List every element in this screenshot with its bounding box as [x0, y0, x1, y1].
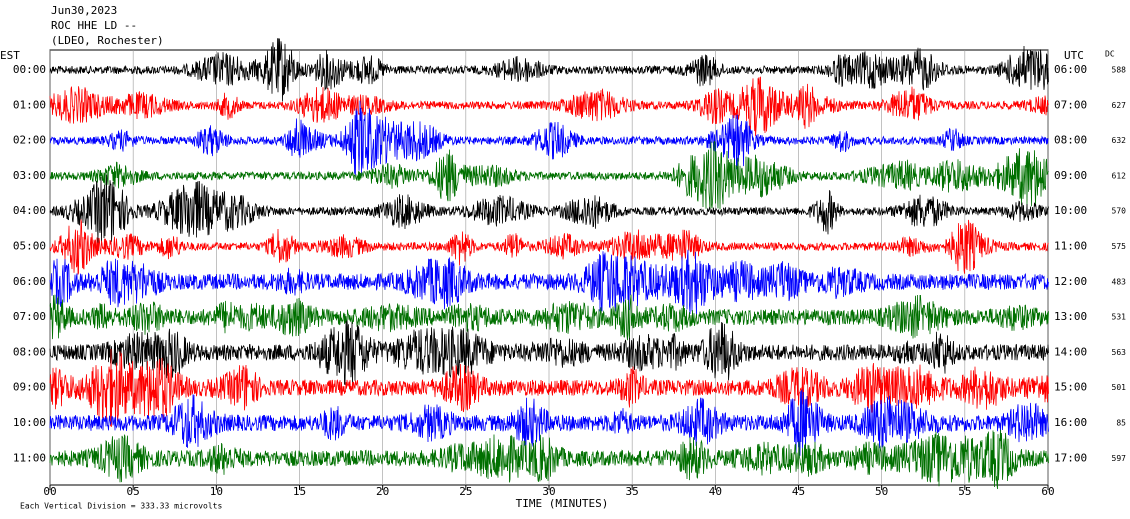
trace	[49, 249, 1049, 317]
utc-label: 12:00	[1054, 275, 1087, 288]
est-label: 09:00	[13, 381, 46, 394]
est-label: 08:00	[13, 345, 46, 358]
trace	[49, 294, 1049, 341]
trace	[49, 429, 1049, 490]
trace	[49, 100, 1049, 177]
trace	[49, 76, 1049, 137]
dc-value: 531	[1112, 313, 1127, 322]
utc-label: 08:00	[1054, 134, 1087, 147]
est-label: 11:00	[13, 451, 46, 464]
utc-label: 07:00	[1054, 98, 1087, 111]
utc-label: 16:00	[1054, 416, 1087, 429]
est-label: 07:00	[13, 310, 46, 323]
est-label: 05:00	[13, 240, 46, 253]
x-tick-label: 55	[958, 485, 971, 498]
trace	[49, 349, 1049, 427]
x-tick-label: 45	[792, 485, 805, 498]
utc-label: 09:00	[1054, 169, 1087, 182]
trace	[49, 38, 1049, 102]
title-line: ROC HHE LD --	[51, 19, 137, 32]
est-label: 00:00	[13, 63, 46, 76]
x-tick-label: 10	[210, 485, 223, 498]
dc-value: 588	[1112, 66, 1127, 75]
utc-label: 15:00	[1054, 381, 1087, 394]
x-tick-label: 40	[709, 485, 722, 498]
x-tick-label: 50	[875, 485, 888, 498]
dc-value: 85	[1116, 419, 1126, 428]
title-line: (LDEO, Rochester)	[51, 34, 164, 47]
utc-label: 13:00	[1054, 310, 1087, 323]
trace	[49, 219, 1049, 275]
utc-label: 14:00	[1054, 345, 1087, 358]
x-axis-label: TIME (MINUTES)	[516, 497, 609, 510]
est-label: 03:00	[13, 169, 46, 182]
dc-label: DC	[1105, 50, 1115, 59]
x-tick-label: 20	[376, 485, 389, 498]
x-tick-label: 25	[459, 485, 472, 498]
x-tick-label: 60	[1041, 485, 1054, 498]
trace	[49, 140, 1049, 211]
footnote: Each Vertical Division = 333.33 microvol…	[20, 502, 222, 511]
trace	[49, 320, 1049, 386]
x-tick-label: 15	[293, 485, 306, 498]
x-tick-label: 35	[626, 485, 639, 498]
trace	[49, 174, 1049, 246]
title-line: Jun30,2023	[51, 4, 117, 17]
est-label: 06:00	[13, 275, 46, 288]
x-tick-label: 00	[43, 485, 56, 498]
utc-label: 11:00	[1054, 240, 1087, 253]
est-label: 02:00	[13, 134, 46, 147]
dc-value: 575	[1112, 242, 1127, 251]
dc-value: 632	[1112, 136, 1127, 145]
x-tick-label: 05	[127, 485, 140, 498]
dc-value: 501	[1112, 383, 1127, 392]
est-label: 04:00	[13, 204, 46, 217]
dc-value: 483	[1112, 277, 1127, 286]
est-label: 01:00	[13, 98, 46, 111]
utc-label: 06:00	[1054, 63, 1087, 76]
dc-value: 570	[1112, 207, 1127, 216]
est-label: 10:00	[13, 416, 46, 429]
dc-value: 597	[1112, 454, 1127, 463]
utc-label: 10:00	[1054, 204, 1087, 217]
dc-value: 612	[1112, 171, 1127, 180]
utc-label: 17:00	[1054, 451, 1087, 464]
dc-value: 563	[1112, 348, 1127, 357]
trace	[49, 388, 1049, 457]
dc-value: 627	[1112, 101, 1127, 110]
right-axis-label: UTC	[1064, 49, 1084, 62]
x-tick-label: 30	[542, 485, 555, 498]
left-axis-label: EST	[0, 49, 20, 62]
